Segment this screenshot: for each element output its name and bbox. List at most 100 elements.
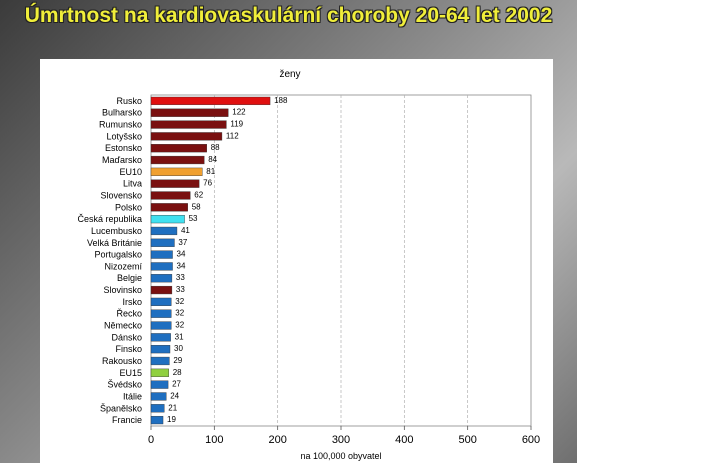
value-label: 76 [203,179,212,188]
bar [150,415,164,425]
bar [150,368,169,377]
x-tick-label: 300 [332,434,350,446]
bar [150,155,205,165]
category-label: Francie [112,415,142,425]
category-label: EU15 [119,368,142,378]
x-tick-label: 400 [395,434,413,446]
value-label: 32 [175,309,184,318]
bar [150,179,200,188]
category-label: Rusko [116,96,142,106]
category-label: Portugalsko [94,250,142,260]
value-label: 29 [173,356,182,365]
bar [150,333,171,342]
grid-lines [150,94,532,427]
x-axis-ticks: 0 100 200 300 400 500 600 [148,426,540,446]
category-label: Lucembusko [91,226,142,236]
value-label: 122 [232,108,246,117]
value-label: 24 [170,391,179,400]
value-label: 30 [174,344,183,353]
bar [150,321,172,330]
bar [150,120,227,129]
value-label: 34 [177,250,186,259]
category-label: Estonsko [105,143,142,153]
category-label: Dánsko [111,332,142,342]
bar [150,274,173,283]
value-label: 188 [274,96,288,105]
value-label: 33 [176,285,185,294]
value-label: 28 [173,368,182,377]
category-label: Rumunsko [99,120,142,130]
value-label: 58 [192,202,201,211]
bar [150,297,172,306]
value-label: 112 [226,131,239,140]
value-label: 62 [194,190,203,199]
bar [150,238,175,247]
value-label: 53 [189,214,198,223]
category-label: Litva [123,179,142,189]
category-label: Řecko [116,309,142,319]
x-tick-label: 200 [268,434,286,446]
category-label: Polsko [115,202,142,212]
bar [150,191,191,200]
category-label: Belgie [117,273,142,283]
category-label: Bulharsko [102,108,142,118]
bar [150,262,173,271]
category-label: Maďarsko [102,155,142,165]
category-label: Lotyšsko [106,131,142,141]
bars [150,96,271,425]
bar [150,356,170,366]
value-label: 37 [178,238,187,247]
x-tick-label: 500 [458,434,476,446]
value-label: 32 [175,321,184,330]
value-label: 19 [167,415,176,424]
category-label: Slovensko [100,190,142,200]
chart-title: ženy [279,69,300,80]
chart-panel: ženy Rusko Bulharsko Rumunsko Lotyšsko Eston… [40,59,553,463]
category-label: Švédsko [107,380,142,390]
category-label: Slovinsko [103,285,142,295]
value-label: 81 [206,167,215,176]
value-label: 27 [172,380,181,389]
value-label: 84 [208,155,217,164]
value-label: 21 [168,403,177,412]
bar [150,167,203,176]
category-label: Velká Británie [87,238,142,248]
bar [150,285,173,295]
bar [150,215,185,224]
category-label: Španělsko [100,403,142,413]
category-label: Nizozemí [104,261,142,271]
x-tick-label: 100 [205,434,223,446]
value-label: 88 [211,143,220,152]
category-label: Irsko [122,297,142,307]
x-axis-label: na 100,000 obyvatel [300,451,381,461]
category-label: Česká republika [77,214,142,224]
bar [150,380,169,389]
bar [150,96,271,106]
value-label: 41 [181,226,190,235]
category-label: Německo [104,321,142,331]
category-label: Rakousko [102,356,142,366]
bar [150,108,229,117]
bar [150,203,188,212]
bar [150,132,223,141]
value-label: 32 [175,297,184,306]
value-label: 34 [177,261,186,270]
x-tick-label: 600 [522,434,540,446]
slide-title: Úmrtnost na kardiovaskulární choroby 20-… [24,4,553,27]
bar [150,144,207,153]
bar [150,404,165,413]
category-label: EU10 [119,167,142,177]
value-label: 119 [230,120,243,129]
x-tick-label: 0 [148,434,154,446]
category-label: Finsko [115,344,142,354]
category-label: Itálie [123,391,142,401]
bar [150,226,178,236]
value-label: 33 [176,273,185,282]
value-label: 31 [175,332,184,341]
bar [150,250,173,259]
bar [150,345,171,354]
bar [150,392,167,401]
